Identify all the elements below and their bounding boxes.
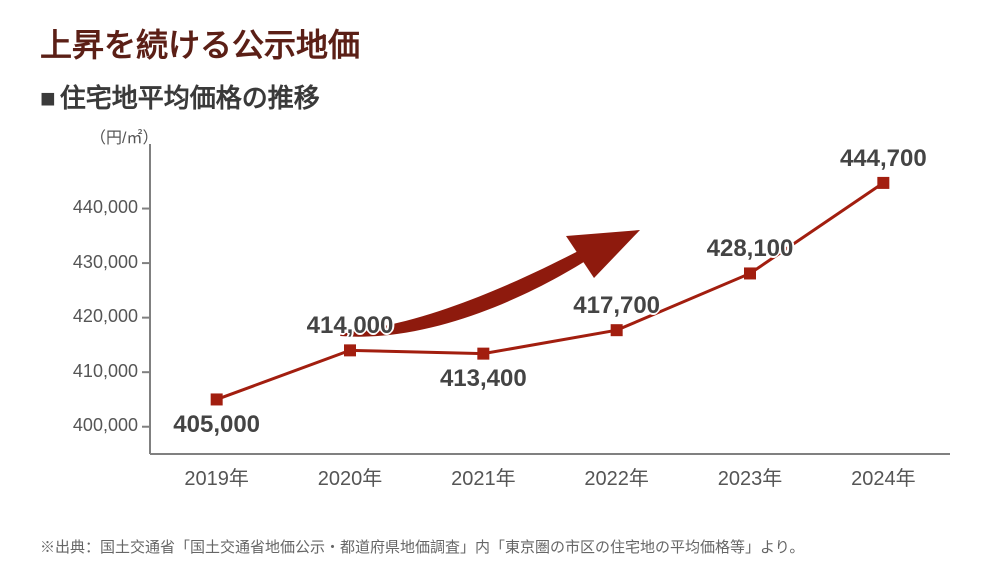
data-point-label: 414,000 [307,312,394,340]
data-point-label: 417,700 [573,292,660,320]
y-axis-unit: （円/㎡） [90,124,158,148]
y-tick-label: 430,000 [50,252,138,273]
chart-subtitle: ■住宅地平均価格の推移 [40,78,960,116]
x-tick-label: 2022年 [584,462,649,491]
chart-area: （円/㎡） 400,000 410,000 420,000 430,000 440,000… [40,124,960,504]
y-tick-label: 400,000 [50,415,138,436]
x-tick-label: 2020年 [318,462,383,491]
y-tick-label: 420,000 [50,306,138,327]
x-tick-label: 2024年 [851,462,916,491]
data-point-label: 405,000 [173,411,260,439]
source-footnote: ※出典：国土交通省「国土交通省地価公示・都道府県地価調査」内「東京圏の市区の住宅… [40,536,804,557]
data-point-label: 428,100 [707,235,794,263]
x-tick-label: 2023年 [718,462,783,491]
x-tick-label: 2019年 [184,462,249,491]
subtitle-square-icon: ■ [40,83,56,114]
data-point-label: 444,700 [840,145,927,173]
x-tick-label: 2021年 [451,462,516,491]
y-tick-label: 440,000 [50,197,138,218]
y-tick-label: 410,000 [50,361,138,382]
data-point-label: 413,400 [440,365,527,393]
subtitle-text: 住宅地平均価格の推移 [60,83,320,113]
page-title: 上昇を続ける公示地価 [40,20,960,66]
